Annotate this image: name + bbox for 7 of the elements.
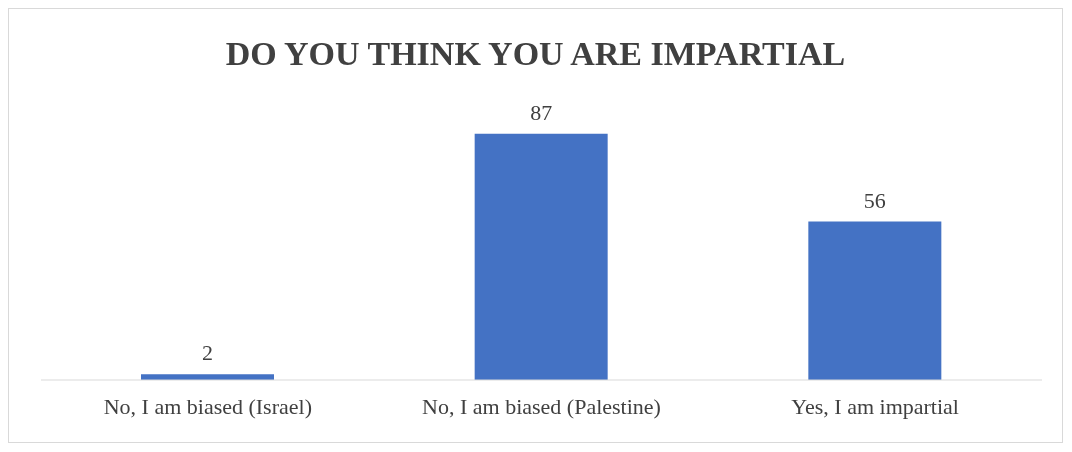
x-tick-label: No, I am biased (Palestine) <box>422 393 661 419</box>
x-tick-label: No, I am biased (Israel) <box>103 393 312 419</box>
data-label: 87 <box>530 99 553 125</box>
x-tick-label: Yes, I am impartial <box>791 393 959 419</box>
data-label: 2 <box>202 340 213 366</box>
chart-title: DO YOU THINK YOU ARE IMPARTIAL <box>224 34 847 74</box>
data-label: 56 <box>863 187 886 213</box>
